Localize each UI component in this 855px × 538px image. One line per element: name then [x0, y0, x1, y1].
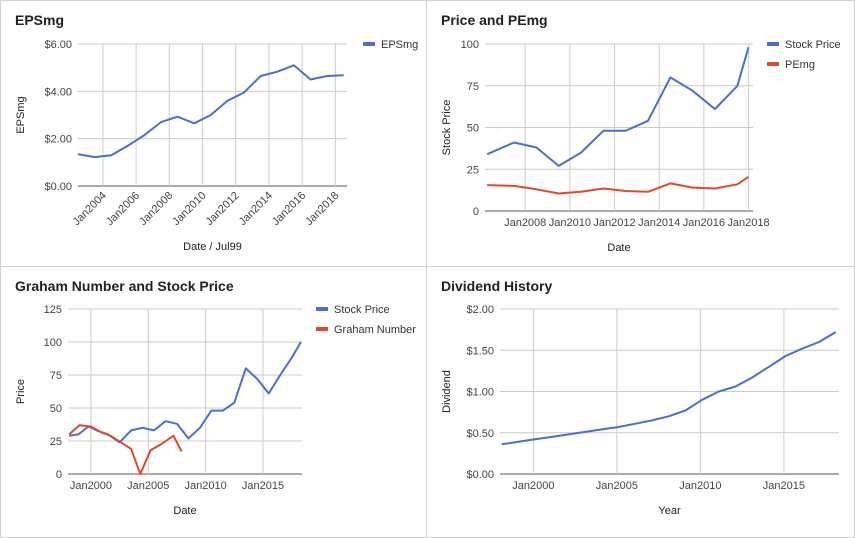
- x-tick-label: Jan2008: [137, 190, 175, 228]
- x-tick-label: Jan2015: [242, 480, 284, 492]
- legend-label: Stock Price: [785, 39, 841, 51]
- x-tick-label: Jan2012: [204, 190, 242, 228]
- eps-chart-panel: EPSmg $0.00 $2.00 $4.00 $6.00 Jan2004 Jan2006…: [1, 1, 426, 266]
- dividend-chart: $0.00 $0.50 $1.00 $1.50 $2.00 Jan2000 Jan2005 J…: [441, 304, 839, 517]
- y-tick-label: $2.00: [466, 304, 494, 316]
- y-axis-title: Dividend: [441, 370, 453, 413]
- series-line: [68, 341, 302, 444]
- y-tick-label: 100: [461, 39, 479, 51]
- x-tick-label: Jan2010: [185, 480, 227, 492]
- y-tick-label: 50: [50, 403, 62, 415]
- y-tick-label: 50: [467, 123, 479, 135]
- legend-label: PEmg: [785, 59, 815, 71]
- x-tick-label: Jan2014: [638, 217, 680, 229]
- x-tick-label: Jan2000: [512, 480, 554, 492]
- legend-label: Stock Price: [334, 304, 390, 316]
- x-tick-label: Jan2008: [504, 217, 546, 229]
- eps-chart: $0.00 $2.00 $4.00 $6.00 Jan2004Jan2006Jan200…: [15, 39, 418, 253]
- x-tick-label: Jan2000: [70, 480, 112, 492]
- x-axis-title: Year: [658, 505, 681, 517]
- chart-title: Price and PEmg: [441, 12, 548, 28]
- x-tick-label: Jan2016: [683, 217, 725, 229]
- x-tick-label: Jan2014: [237, 190, 275, 228]
- y-tick-label: $4.00: [44, 86, 72, 98]
- x-tick-label: Jan2012: [593, 217, 635, 229]
- y-tick-label: 75: [50, 370, 62, 382]
- y-axis-title: EPSmg: [15, 96, 27, 133]
- y-tick-label: $0.00: [466, 469, 494, 481]
- y-tick-label: 25: [50, 436, 62, 448]
- y-tick-label: 125: [44, 304, 62, 316]
- y-tick-label: $2.00: [44, 134, 72, 146]
- y-tick-label: $0.50: [466, 428, 494, 440]
- graham-chart-panel: Graham Number and Stock Price 0 25 50 75 100…: [1, 267, 426, 537]
- y-tick-label: $6.00: [44, 39, 72, 51]
- legend-swatch: [767, 62, 779, 66]
- legend-label: EPSmg: [381, 39, 418, 51]
- x-tick-label: Jan2016: [270, 190, 308, 228]
- x-tick-label: Jan2005: [127, 480, 169, 492]
- x-tick-label: Jan2010: [679, 480, 721, 492]
- legend-label: Graham Number: [334, 324, 416, 336]
- x-tick-label: Jan2005: [596, 480, 638, 492]
- y-tick-label: $0.00: [44, 181, 72, 193]
- y-axis-title: Stock Price: [441, 100, 453, 156]
- y-axis-title: Price: [15, 379, 27, 404]
- chart-title: Dividend History: [441, 278, 553, 294]
- price-pe-chart-panel: Price and PEmg 0 25 50 75 100 Jan2008 Jan2010 J…: [427, 1, 854, 266]
- x-tick-label: Jan2018: [727, 217, 769, 229]
- x-tick-label: Jan2004: [71, 190, 109, 228]
- x-axis-title: Date: [173, 505, 196, 517]
- x-tick-label: Jan2010: [170, 190, 208, 228]
- chart-title: Graham Number and Stock Price: [15, 278, 234, 294]
- legend-swatch: [767, 42, 779, 46]
- series-line: [68, 424, 183, 475]
- x-tick-label: Jan2006: [104, 190, 142, 228]
- series-line: [486, 47, 750, 167]
- y-tick-label: 75: [467, 81, 479, 93]
- y-tick-label: 25: [467, 164, 479, 176]
- legend-swatch: [363, 42, 375, 46]
- chart-title: EPSmg: [15, 12, 65, 28]
- y-tick-label: $1.50: [466, 345, 494, 357]
- y-tick-label: 0: [56, 469, 62, 481]
- series-line: [77, 64, 344, 159]
- legend-swatch: [316, 327, 328, 331]
- series-line: [501, 331, 837, 446]
- dividend-chart-panel: Dividend History $0.00 $0.50 $1.00 $1.50 $2.…: [427, 267, 854, 537]
- series-line: [487, 175, 750, 195]
- x-axis-title: Date: [607, 242, 630, 254]
- x-tick-label: Jan2015: [763, 480, 805, 492]
- x-tick-label: Jan2018: [303, 190, 341, 228]
- graham-chart: 0 25 50 75 100 125 Jan2000 Jan2005 Jan2010 Jan201…: [15, 304, 416, 517]
- y-tick-label: 100: [44, 337, 62, 349]
- x-axis-title: Date / Jul99: [183, 241, 242, 253]
- x-tick-label: Jan2010: [549, 217, 591, 229]
- y-tick-label: $1.00: [466, 387, 494, 399]
- y-tick-label: 0: [473, 206, 479, 218]
- legend-swatch: [316, 307, 328, 311]
